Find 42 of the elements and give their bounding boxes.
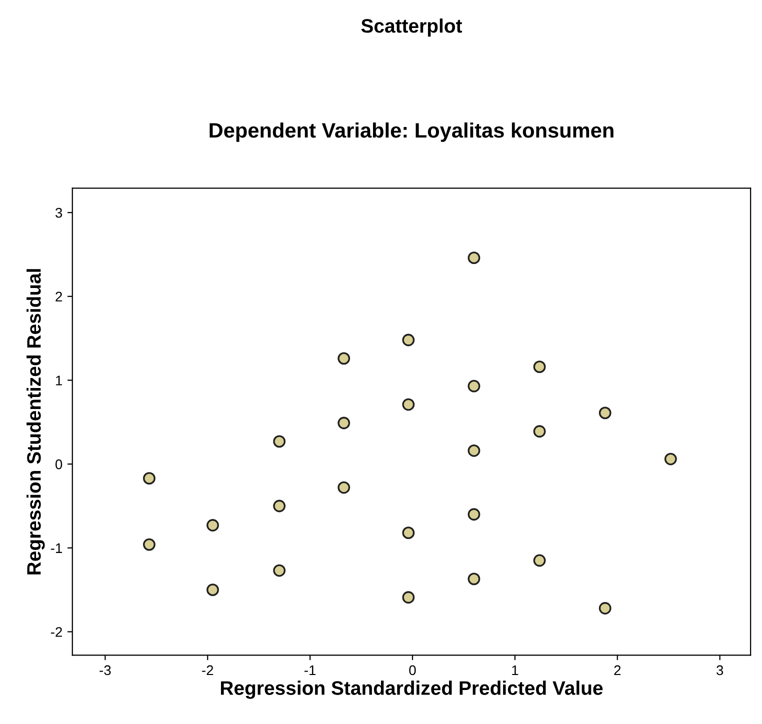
point: [533, 360, 546, 374]
x-tick-label: 3: [716, 665, 724, 676]
x-tick-label: -1: [304, 665, 316, 676]
point: [468, 444, 480, 457]
point: [533, 425, 546, 438]
y-tick-label: 3: [55, 208, 62, 218]
x-tick-label: 1: [512, 665, 518, 676]
point: [206, 519, 219, 532]
y-tick-label: -2: [50, 627, 62, 637]
y-axis-title: Regression Studentized Residual: [26, 269, 45, 574]
point: [273, 564, 286, 577]
point: [598, 406, 612, 420]
point: [143, 538, 156, 551]
point: [598, 602, 612, 614]
chart-subtitle: Dependent Variable: Loyalitas konsumen: [210, 122, 614, 142]
point: [338, 481, 350, 494]
y-tick-label: 0: [55, 459, 62, 470]
point: [273, 500, 286, 512]
point: [468, 380, 480, 392]
x-tick-label: -2: [202, 665, 214, 676]
point: [402, 398, 415, 411]
chart-title: Scatterplot: [361, 18, 462, 37]
point: [206, 584, 219, 596]
point: [273, 435, 286, 448]
point: [143, 472, 156, 485]
x-tick-label: -3: [100, 665, 111, 676]
point: [402, 591, 415, 604]
y-tick-label: -1: [50, 543, 62, 553]
x-tick-label: 0: [409, 665, 416, 676]
point: [338, 416, 350, 430]
x-tick-label: 2: [614, 665, 621, 676]
point: [338, 352, 350, 365]
x-axis-title: Regression Standardized Predicted Value: [220, 680, 603, 699]
point: [468, 508, 480, 521]
y-tick-label: 2: [56, 292, 62, 302]
point: [402, 526, 415, 540]
point: [468, 572, 480, 586]
y-tick-label: 1: [56, 376, 62, 386]
point: [468, 252, 480, 264]
point: [533, 554, 546, 567]
point: [664, 452, 677, 466]
point: [402, 334, 415, 346]
